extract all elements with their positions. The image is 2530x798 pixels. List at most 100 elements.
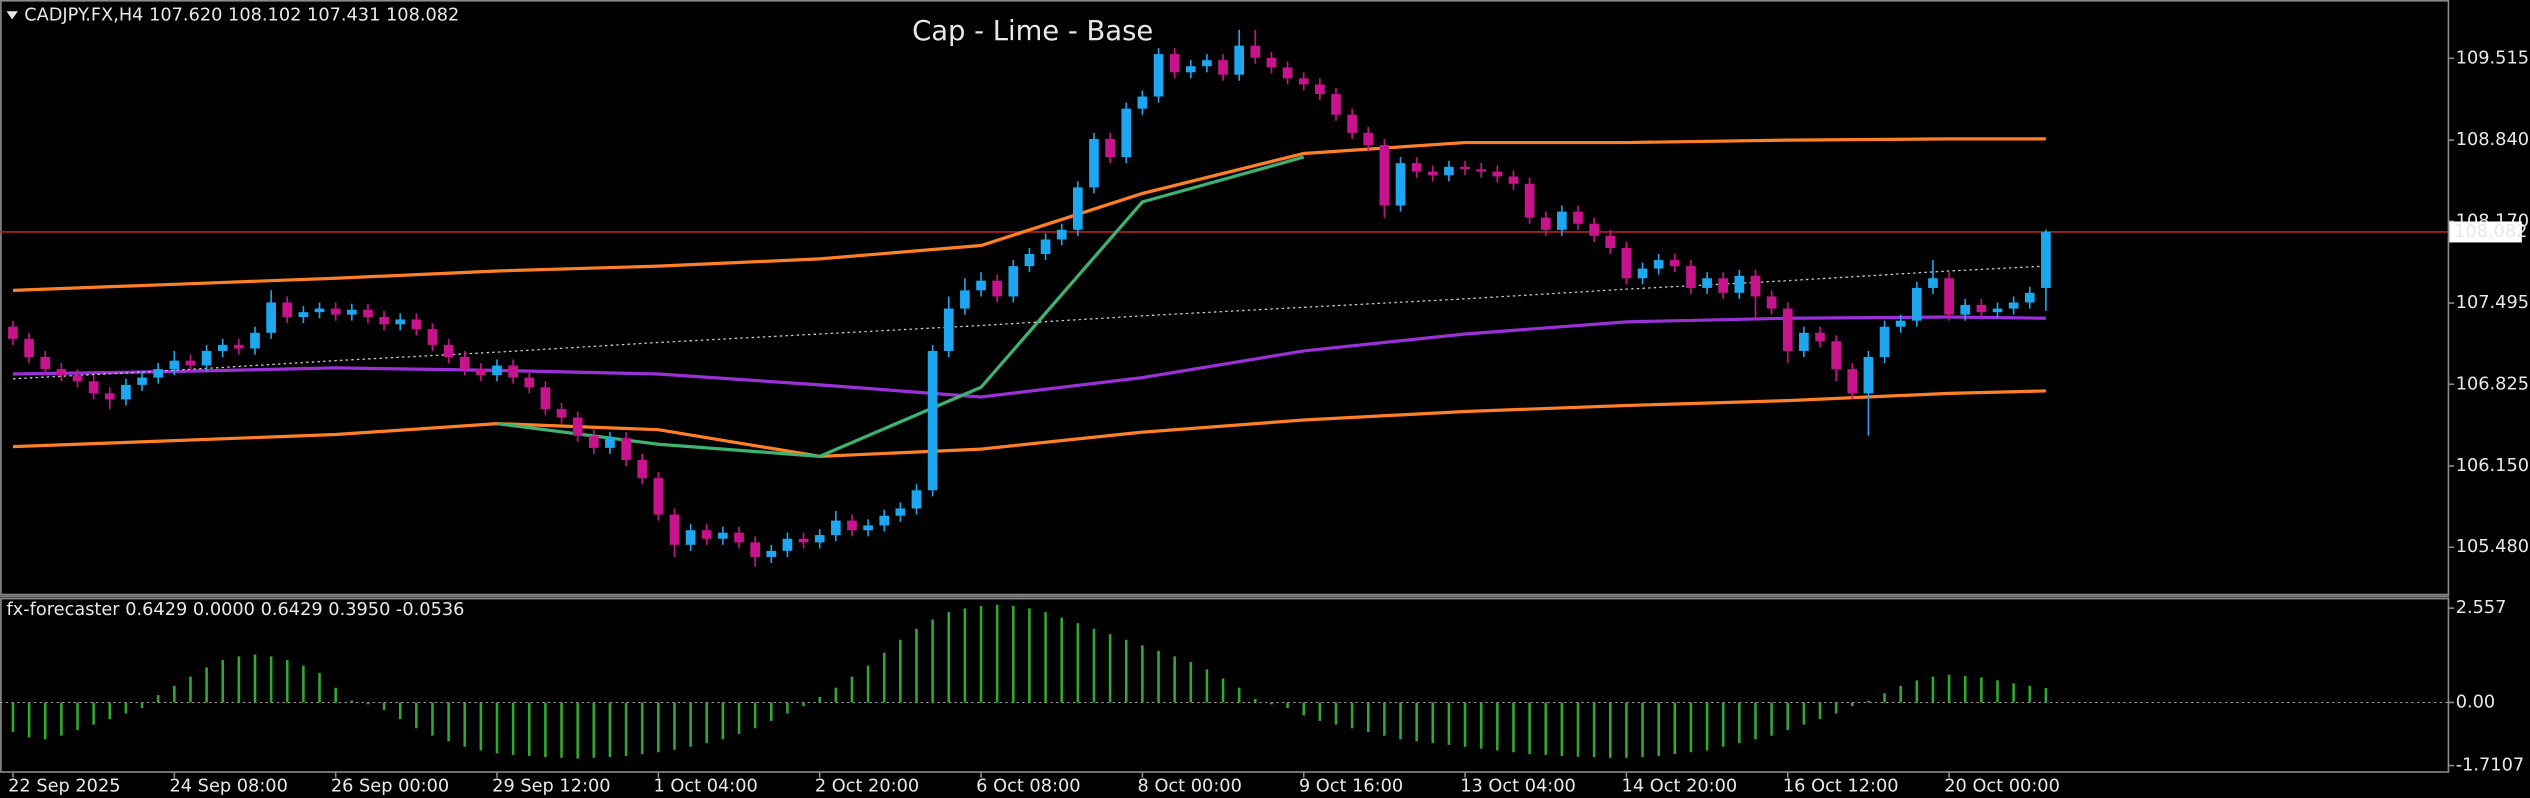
candle-body (1153, 54, 1164, 97)
x-tick-label: 1 Oct 04:00 (654, 777, 758, 797)
candle-body (72, 375, 83, 382)
candle-body (734, 532, 744, 543)
candle-body (1653, 260, 1664, 269)
candle-body (556, 409, 567, 418)
candle-body (1266, 57, 1277, 68)
candle-body (1992, 308, 2003, 313)
candle-body (1444, 166, 1454, 176)
candle-body (427, 329, 438, 345)
y-tick-label: -1.7107 (2456, 756, 2524, 776)
candle-body (137, 377, 147, 385)
candle-body (1637, 268, 1648, 279)
candle-body (1702, 278, 1712, 288)
x-tick-label: 8 Oct 00:00 (1138, 777, 1242, 797)
candle-body (540, 387, 551, 410)
candle-body (782, 538, 793, 551)
overlay-line (12, 315, 2046, 399)
candle-body (443, 344, 454, 358)
candle-body (1847, 369, 1858, 394)
candle-body (960, 290, 970, 309)
candle-body (1750, 275, 1761, 297)
candle-body (1427, 171, 1438, 176)
candle-body (1734, 275, 1745, 293)
candle-body (1395, 163, 1406, 206)
candle-body (250, 332, 260, 349)
candle-body (121, 384, 131, 400)
candle-body (1976, 304, 1987, 313)
candle-body (1073, 187, 1083, 230)
candle-body (8, 326, 18, 339)
y-tick-label: 0.00 (2456, 692, 2496, 712)
candle-body (1895, 320, 1906, 327)
candle-body (1799, 332, 1809, 351)
candle-body (895, 508, 906, 516)
candle-body (508, 365, 518, 378)
main-panel-frame (0, 0, 2450, 596)
candle-body (879, 515, 890, 526)
candle-body (1718, 278, 1729, 293)
indicator-panel-frame (0, 597, 2450, 773)
candle-body (24, 338, 34, 358)
candle-body (1234, 45, 1245, 75)
x-tick-label: 16 Oct 12:00 (1783, 777, 1899, 797)
candle-body (1218, 60, 1228, 75)
x-tick-label: 20 Oct 00:00 (1944, 777, 2060, 797)
y-tick-label: 105.480 (2456, 537, 2529, 557)
candle-body (2024, 292, 2035, 303)
candle-body (476, 369, 486, 376)
x-tick-label: 22 Sep 2025 (8, 777, 120, 797)
candle-body (1879, 326, 1890, 358)
candle-body (1105, 138, 1115, 158)
candle-body (1815, 332, 1825, 342)
candle-body (750, 542, 760, 557)
candle-body (847, 520, 857, 531)
candle-body (56, 369, 67, 376)
candle-body (314, 308, 325, 313)
y-tick-label: 108.840 (2456, 130, 2529, 150)
candle-body (1185, 66, 1196, 73)
candle-body (1040, 239, 1051, 255)
candle-body (1669, 260, 1680, 267)
candle-body (379, 317, 389, 325)
candle-body (330, 308, 341, 315)
candle-body (1202, 60, 1212, 67)
menu-arrow[interactable] (6, 11, 18, 20)
candle-body (1589, 223, 1599, 236)
candle-body (1379, 144, 1390, 206)
candle-body (653, 478, 664, 515)
candle-body (976, 280, 986, 291)
candle-body (298, 312, 309, 318)
candle-body (1621, 247, 1632, 279)
candle-body (104, 393, 115, 400)
candle-body (1944, 278, 1954, 315)
candle-body (411, 319, 422, 330)
candle-body (1282, 67, 1293, 79)
candle-body (266, 302, 276, 333)
candle-body (621, 438, 631, 460)
candle-body (798, 538, 809, 543)
overlay-line (12, 389, 2046, 458)
candle-body (1508, 176, 1519, 184)
x-tick-label: 24 Sep 08:00 (169, 777, 287, 797)
candle-body (1008, 266, 1019, 297)
candle-body (1121, 108, 1132, 158)
candle-body (346, 309, 357, 315)
candle-body (1056, 229, 1067, 240)
x-tick-label: 9 Oct 16:00 (1299, 777, 1403, 797)
candle-body (1863, 357, 1874, 394)
candle-body (766, 550, 777, 557)
candle-body (1782, 308, 1793, 351)
candle-body (1540, 217, 1551, 230)
x-tick-label: 6 Oct 08:00 (976, 777, 1080, 797)
candle-body (395, 319, 406, 325)
candle-body (911, 490, 922, 509)
overlay-line (12, 137, 2046, 292)
candle-body (201, 350, 212, 366)
candle-body (814, 535, 825, 543)
x-tick-label: 29 Sep 12:00 (492, 777, 610, 797)
candle-body (701, 530, 712, 539)
candle-body (1911, 287, 1922, 321)
x-tick-label: 13 Oct 04:00 (1460, 777, 1576, 797)
